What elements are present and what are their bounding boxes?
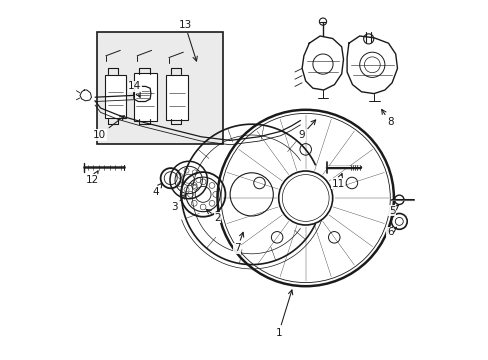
FancyBboxPatch shape: [97, 32, 223, 144]
Text: 11: 11: [331, 174, 344, 189]
Text: 14: 14: [128, 81, 141, 97]
Text: 5: 5: [388, 205, 398, 216]
FancyBboxPatch shape: [166, 75, 187, 120]
Text: 8: 8: [381, 109, 393, 127]
Text: 4: 4: [152, 183, 162, 197]
Text: 1: 1: [275, 290, 292, 338]
Text: 6: 6: [386, 227, 396, 237]
Text: 13: 13: [178, 20, 197, 61]
Text: 3: 3: [171, 194, 185, 212]
Text: 7: 7: [234, 232, 243, 253]
Text: 9: 9: [298, 120, 315, 140]
Text: 10: 10: [93, 116, 124, 140]
Text: 12: 12: [86, 171, 99, 185]
FancyBboxPatch shape: [104, 75, 125, 118]
FancyBboxPatch shape: [133, 73, 156, 121]
Text: 2: 2: [206, 210, 221, 223]
